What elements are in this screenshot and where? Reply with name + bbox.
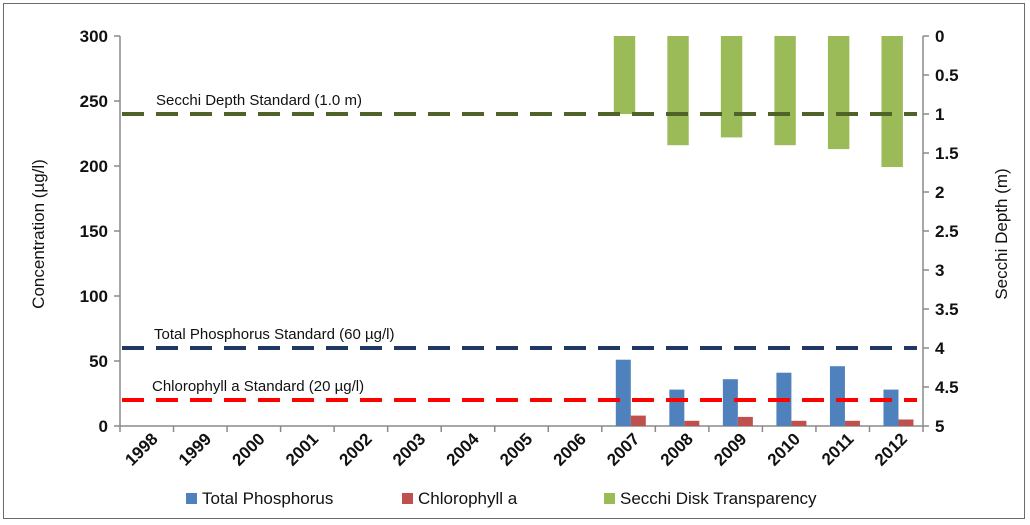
y-tick-label: 300 [80,27,108,46]
chart-frame: Secchi Depth Standard (1.0 m) Total Phosp… [3,3,1025,519]
bar-chlorophyll-2011 [844,420,860,426]
x-tick-label: 2003 [389,429,429,469]
y2-tick-label: 1.5 [935,144,959,163]
x-tick-label: 2002 [336,429,376,469]
legend-label-2: Secchi Disk Transparency [620,489,817,508]
y-tick-label: 0 [99,417,108,436]
bar-total-phosphorus-2009 [722,379,738,426]
y2-tick-label: 4.5 [935,378,959,397]
bar-chlorophyll-2012 [898,419,914,426]
y-tick-label: 200 [80,157,108,176]
x-tick-label: 1999 [175,429,215,469]
y2-tick-label: 5 [935,417,944,436]
bar-secchi-2009 [720,36,743,138]
bar-chlorophyll-2009 [737,416,753,426]
x-tick-label: 2005 [496,429,536,469]
x-tick-label: 2006 [550,429,590,469]
y2-tick-label: 0.5 [935,66,959,85]
standards-layer: Secchi Depth Standard (1.0 m) Total Phosp… [122,92,917,402]
y2-tick-label: 2.5 [935,222,959,241]
standard-label-0: Secchi Depth Standard (1.0 m) [156,92,362,109]
y-tick-label: 150 [80,222,108,241]
x-tick-label: 2012 [871,429,911,469]
legend-label-0: Total Phosphorus [202,489,333,508]
bar-secchi-2010 [774,36,796,146]
x-tick-label: 2000 [228,429,268,469]
y-tick-label: 250 [80,92,108,111]
legend-swatch-1 [402,493,413,504]
y2-tick-label: 4 [935,339,945,358]
x-tick-label: 2001 [282,429,322,469]
y-tick-label: 50 [89,352,108,371]
bar-secchi-2008 [667,36,689,146]
bars-layer [613,36,914,426]
x-tick-label: 2011 [818,429,858,469]
y2-tick-label: 2 [935,183,944,202]
legend-label-1: Chlorophyll a [418,489,518,508]
standard-label-2: Chlorophyll a Standard (20 µg/l) [152,378,364,395]
bar-chlorophyll-2008 [684,420,700,426]
x-tick-label: 2009 [710,429,750,469]
chart-svg: Secchi Depth Standard (1.0 m) Total Phosp… [29,27,1011,508]
standard-label-1: Total Phosphorus Standard (60 µg/l) [154,326,394,343]
x-tick-label: 2008 [657,429,697,469]
x-tick-label: 2004 [443,429,484,470]
bar-secchi-2007 [613,36,636,114]
bar-secchi-2011 [827,36,850,150]
x-tick-label: 1998 [121,429,161,469]
y2-tick-label: 1 [935,105,944,124]
bar-total-phosphorus-2012 [883,389,899,426]
y-axis-title: Concentration (µg/l) [29,159,48,309]
legend-swatch-2 [604,493,615,504]
y2-tick-label: 3 [935,261,944,280]
bar-chlorophyll-2007 [630,415,646,426]
x-tick-label: 2007 [603,429,643,469]
legend-swatch-0 [186,493,197,504]
bar-chlorophyll-2010 [791,420,807,426]
bar-secchi-2012 [881,36,903,168]
y2-axis-title: Secchi Depth (m) [992,168,1011,299]
y2-tick-label: 3.5 [935,300,959,319]
bar-total-phosphorus-2011 [829,366,845,426]
x-tick-label: 2010 [764,429,804,469]
y2-tick-label: 0 [935,27,944,46]
y-tick-label: 100 [80,287,108,306]
legend: Total Phosphorus Chlorophyll a Secchi Disk… [186,489,817,508]
bar-total-phosphorus-2008 [669,389,685,426]
bar-total-phosphorus-2007 [615,359,631,426]
